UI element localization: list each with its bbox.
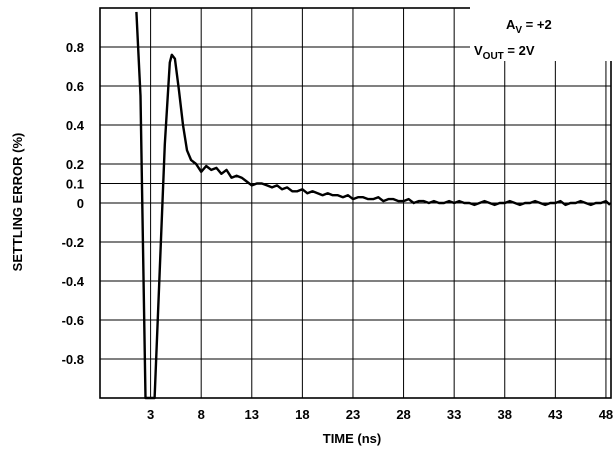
y-tick-label: 0.8 (66, 40, 84, 55)
x-tick-label: 38 (498, 407, 512, 422)
y-tick-label: -0.4 (62, 274, 85, 289)
grid-lines (99, 8, 611, 398)
x-tick-label: 23 (346, 407, 360, 422)
x-tick-label: 18 (295, 407, 309, 422)
y-tick-label: 0 (77, 196, 84, 211)
x-axis-title: TIME (ns) (323, 431, 382, 446)
x-tick-label: 48 (599, 407, 613, 422)
y-tick-label: -0.6 (62, 313, 84, 328)
settling-error-line (135, 11, 611, 400)
x-tick-labels: 3 8 13 18 23 28 33 38 43 48 (147, 407, 613, 422)
y-tick-labels: 0.8 0.6 0.4 0.2 0.1 0 -0.2 -0.4 -0.6 -0.8 (62, 40, 85, 367)
x-tick-label: 33 (447, 407, 461, 422)
y-tick-label: -0.8 (62, 352, 84, 367)
vout-annotation: VOUT = 2V (474, 43, 535, 62)
plot-frame (99, 7, 612, 399)
gain-annotation: AV = +2 (506, 17, 552, 36)
x-tick-label: 43 (548, 407, 562, 422)
y-tick-label: 0.1 (66, 177, 84, 192)
annotation-background (470, 5, 614, 61)
x-tick-label: 3 (147, 407, 154, 422)
x-tick-label: 13 (245, 407, 259, 422)
y-tick-label: 0.6 (66, 79, 84, 94)
y-axis-title: SETTLING ERROR (%) (10, 133, 25, 272)
y-tick-label: -0.2 (62, 235, 84, 250)
y-tick-label: 0.4 (66, 118, 85, 133)
y-tick-label: 0.2 (66, 157, 84, 172)
x-tick-label: 8 (198, 407, 205, 422)
x-tick-label: 28 (396, 407, 410, 422)
